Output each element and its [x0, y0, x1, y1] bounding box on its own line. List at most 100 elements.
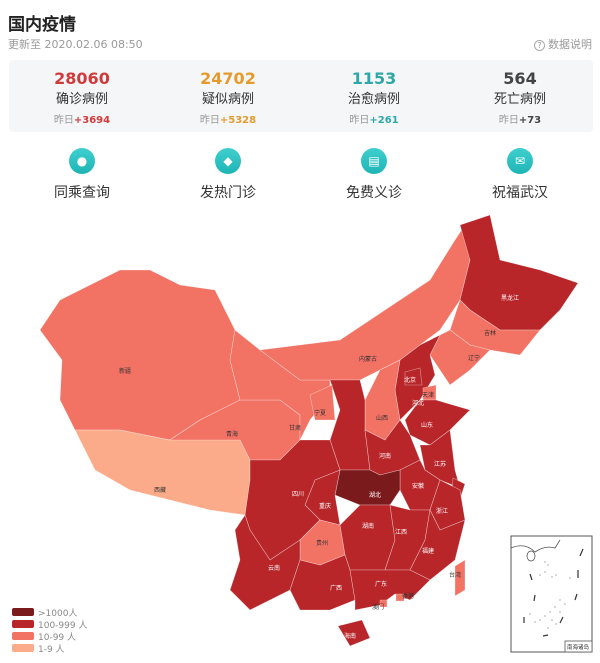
inset-label: 南海诸岛: [567, 643, 590, 651]
province-label: 广东: [375, 580, 387, 588]
province-label: 福建: [422, 547, 434, 555]
province-label: 山西: [376, 414, 388, 422]
province-27[interactable]: [229, 514, 301, 611]
province-24[interactable]: [339, 504, 396, 571]
province-label: 青海: [226, 430, 238, 438]
province-label: 甘肃: [289, 424, 301, 432]
island-dot: [547, 564, 549, 566]
stat-label: 死亡病例: [493, 92, 546, 107]
province-label: 湖南: [362, 522, 374, 530]
action-fever-clinic[interactable]: ◆ 发热门诊: [155, 148, 301, 202]
island-dot: [554, 606, 556, 608]
stat-confirmed: 28060 确诊病例昨日+3694: [9, 60, 155, 132]
island-dot: [549, 611, 551, 613]
province-label: 新疆: [119, 367, 131, 375]
update-time: 更新至 2020.02.06 08:50: [8, 38, 143, 51]
province-label: 北京: [404, 376, 416, 384]
province-12[interactable]: [329, 379, 371, 471]
province-label: 山东: [421, 421, 433, 429]
action-label: 同乘查询: [54, 185, 110, 201]
action-label: 祝福武汉: [492, 185, 548, 201]
island-dot: [551, 619, 553, 621]
province-13[interactable]: [309, 384, 336, 421]
action-bless-wuhan[interactable]: ✉ 祝福武汉: [447, 148, 593, 202]
south-china-sea-inset: 南海诸岛: [510, 535, 593, 653]
province-label: 河南: [379, 452, 391, 460]
island-dot: [534, 621, 536, 623]
island-dot: [555, 623, 557, 625]
stat-value: 24702: [200, 69, 256, 88]
province-label: 天津: [422, 392, 434, 399]
province-label: 江西: [395, 529, 407, 536]
stat-value: 28060: [54, 69, 110, 88]
question-icon: ?: [534, 40, 545, 51]
stat-delta: 昨日+73: [498, 115, 542, 126]
province-label: 内蒙古: [359, 355, 377, 363]
province-label: 海南: [344, 632, 356, 640]
province-label: 广西: [330, 584, 342, 592]
chat-icon: ▤: [361, 148, 387, 174]
island-dot: [544, 571, 546, 573]
stats-panel: 28060 确诊病例昨日+3694 24702 疑似病例昨日+5328 1153 治愈…: [9, 60, 593, 132]
island-dot: [555, 574, 557, 576]
island-dot: [539, 619, 541, 621]
province-31[interactable]: [379, 599, 388, 608]
province-5[interactable]: [459, 214, 579, 331]
island-dot: [569, 577, 571, 579]
island-dot: [529, 613, 531, 615]
province-label: 重庆: [319, 502, 331, 510]
province-label: 河北: [412, 399, 424, 407]
envelope-icon: ✉: [507, 148, 533, 174]
person-icon: ●: [69, 148, 95, 174]
province-label: 黑龙江: [501, 294, 519, 302]
province-label: 浙江: [436, 507, 448, 515]
province-label: 吉林: [484, 329, 496, 337]
province-label: 四川: [292, 491, 304, 498]
stat-delta: 昨日+3694: [53, 115, 111, 126]
legend-item: >1000人: [12, 606, 87, 619]
island-dot: [539, 574, 541, 576]
stat-suspected: 24702 疑似病例昨日+5328: [155, 60, 301, 132]
legend-item: 100-999 人: [12, 618, 87, 631]
province-29[interactable]: [349, 569, 431, 611]
province-label: 西藏: [154, 486, 166, 494]
island-dot: [544, 615, 546, 617]
province-20[interactable]: [334, 469, 401, 506]
province-label: 安徽: [412, 482, 424, 490]
island-dot: [551, 576, 553, 578]
stat-cured: 1153 治愈病例昨日+261: [301, 60, 447, 132]
data-explain-label: 数据说明: [548, 38, 592, 51]
island-dot: [547, 627, 549, 629]
stat-label: 确诊病例: [55, 92, 108, 107]
stat-delta: 昨日+5328: [199, 115, 257, 126]
stat-label: 疑似病例: [201, 92, 254, 107]
island-dot: [559, 599, 561, 601]
province-9[interactable]: [404, 367, 423, 386]
action-label: 免费义诊: [346, 185, 402, 201]
action-label: 发热门诊: [200, 185, 256, 201]
island-dot: [544, 561, 546, 563]
page-title: 国内疫情: [8, 15, 76, 35]
stat-dead: 564 死亡病例昨日+73: [447, 60, 593, 132]
stat-label: 治愈病例: [347, 92, 400, 107]
data-explain-link[interactable]: ? 数据说明: [534, 36, 592, 52]
province-30[interactable]: [395, 593, 405, 602]
province-label: 湖北: [369, 491, 381, 499]
province-label: 香港: [402, 592, 414, 600]
province-label: 江苏: [434, 460, 446, 468]
island-dot: [559, 611, 561, 613]
action-travel-query[interactable]: ● 同乘查询: [9, 148, 155, 202]
stat-value: 564: [503, 69, 537, 88]
island-dot: [564, 603, 566, 605]
legend-item: 1-9 人: [12, 642, 87, 655]
province-32[interactable]: [337, 619, 371, 647]
stat-delta: 昨日+261: [349, 115, 399, 126]
province-label: 云南: [268, 564, 280, 572]
province-label: 辽宁: [468, 354, 480, 362]
province-33[interactable]: [454, 559, 466, 597]
province-0[interactable]: [39, 269, 241, 441]
action-free-consult[interactable]: ▤ 免费义诊: [301, 148, 447, 202]
stat-value: 1153: [351, 69, 397, 88]
quick-actions: ● 同乘查询 ◆ 发热门诊 ▤ 免费义诊 ✉ 祝福武汉: [9, 148, 593, 202]
